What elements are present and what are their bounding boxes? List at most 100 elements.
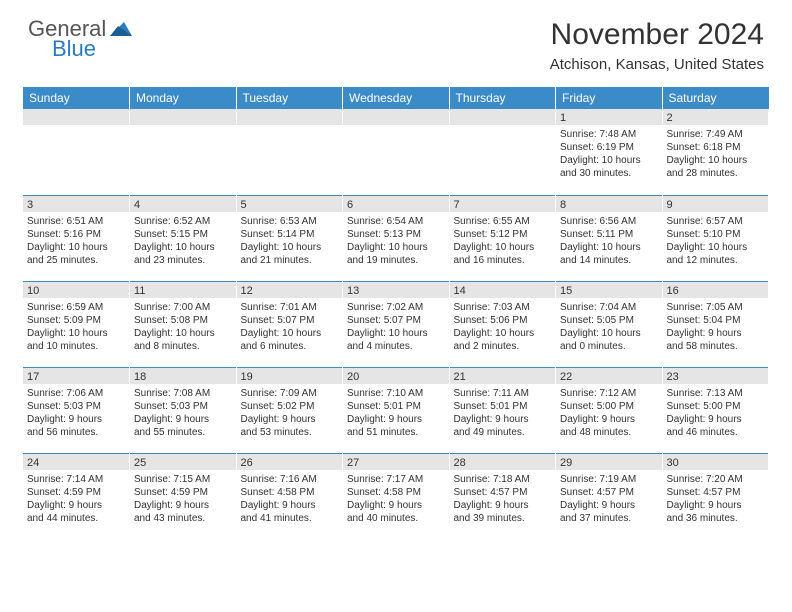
daylight2-text: and 46 minutes. <box>667 426 765 439</box>
cell-content: Sunrise: 7:20 AMSunset: 4:57 PMDaylight:… <box>663 470 769 527</box>
sunset-text: Sunset: 5:02 PM <box>241 400 339 413</box>
sunset-text: Sunset: 5:03 PM <box>134 400 232 413</box>
calendar-cell: 2Sunrise: 7:49 AMSunset: 6:18 PMDaylight… <box>662 109 769 195</box>
calendar-cell <box>449 109 556 195</box>
sunrise-text: Sunrise: 7:19 AM <box>560 473 658 486</box>
daylight1-text: Daylight: 10 hours <box>454 327 552 340</box>
calendar-cell <box>343 109 450 195</box>
calendar-cell: 4Sunrise: 6:52 AMSunset: 5:15 PMDaylight… <box>130 195 237 281</box>
cell-content: Sunrise: 7:03 AMSunset: 5:06 PMDaylight:… <box>450 298 556 355</box>
day-number: 18 <box>130 368 236 384</box>
day-number: 25 <box>130 454 236 470</box>
day-number: 5 <box>237 196 343 212</box>
calendar-cell: 3Sunrise: 6:51 AMSunset: 5:16 PMDaylight… <box>23 195 130 281</box>
daylight1-text: Daylight: 10 hours <box>134 327 232 340</box>
sunrise-text: Sunrise: 6:53 AM <box>241 215 339 228</box>
day-number: 27 <box>343 454 449 470</box>
weekday-header: Saturday <box>662 87 769 109</box>
calendar-cell: 25Sunrise: 7:15 AMSunset: 4:59 PMDayligh… <box>130 453 237 539</box>
calendar-cell: 8Sunrise: 6:56 AMSunset: 5:11 PMDaylight… <box>556 195 663 281</box>
cell-content: Sunrise: 7:19 AMSunset: 4:57 PMDaylight:… <box>556 470 662 527</box>
daylight2-text: and 44 minutes. <box>27 512 125 525</box>
cell-content: Sunrise: 7:16 AMSunset: 4:58 PMDaylight:… <box>237 470 343 527</box>
calendar-cell: 14Sunrise: 7:03 AMSunset: 5:06 PMDayligh… <box>449 281 556 367</box>
day-number: 2 <box>663 109 769 125</box>
calendar-cell: 11Sunrise: 7:00 AMSunset: 5:08 PMDayligh… <box>130 281 237 367</box>
day-number: 19 <box>237 368 343 384</box>
cell-content: Sunrise: 7:13 AMSunset: 5:00 PMDaylight:… <box>663 384 769 441</box>
daylight2-text: and 36 minutes. <box>667 512 765 525</box>
calendar-week-row: 17Sunrise: 7:06 AMSunset: 5:03 PMDayligh… <box>23 367 769 453</box>
day-number: 28 <box>450 454 556 470</box>
calendar-cell: 28Sunrise: 7:18 AMSunset: 4:57 PMDayligh… <box>449 453 556 539</box>
cell-content: Sunrise: 6:51 AMSunset: 5:16 PMDaylight:… <box>23 212 129 269</box>
cell-content: Sunrise: 6:55 AMSunset: 5:12 PMDaylight:… <box>450 212 556 269</box>
day-number: 24 <box>23 454 129 470</box>
sunrise-text: Sunrise: 6:56 AM <box>560 215 658 228</box>
day-number: 16 <box>663 282 769 298</box>
daylight1-text: Daylight: 9 hours <box>667 327 765 340</box>
sunrise-text: Sunrise: 7:17 AM <box>347 473 445 486</box>
sunset-text: Sunset: 5:13 PM <box>347 228 445 241</box>
calendar-cell: 20Sunrise: 7:10 AMSunset: 5:01 PMDayligh… <box>343 367 450 453</box>
sunrise-text: Sunrise: 7:04 AM <box>560 301 658 314</box>
calendar-cell: 29Sunrise: 7:19 AMSunset: 4:57 PMDayligh… <box>556 453 663 539</box>
sunset-text: Sunset: 5:05 PM <box>560 314 658 327</box>
daylight1-text: Daylight: 9 hours <box>27 499 125 512</box>
cell-content: Sunrise: 6:59 AMSunset: 5:09 PMDaylight:… <box>23 298 129 355</box>
sunset-text: Sunset: 5:00 PM <box>667 400 765 413</box>
daylight1-text: Daylight: 9 hours <box>667 413 765 426</box>
calendar-cell: 30Sunrise: 7:20 AMSunset: 4:57 PMDayligh… <box>662 453 769 539</box>
sunrise-text: Sunrise: 7:11 AM <box>454 387 552 400</box>
sunrise-text: Sunrise: 7:18 AM <box>454 473 552 486</box>
day-number: 1 <box>556 109 662 125</box>
logo: General Blue <box>28 18 132 60</box>
day-number: 3 <box>23 196 129 212</box>
cell-content: Sunrise: 7:14 AMSunset: 4:59 PMDaylight:… <box>23 470 129 527</box>
sunset-text: Sunset: 5:07 PM <box>347 314 445 327</box>
cell-content: Sunrise: 7:49 AMSunset: 6:18 PMDaylight:… <box>663 125 769 182</box>
daylight2-text: and 41 minutes. <box>241 512 339 525</box>
day-number: 21 <box>450 368 556 384</box>
sunset-text: Sunset: 5:00 PM <box>560 400 658 413</box>
day-number: 14 <box>450 282 556 298</box>
sunset-text: Sunset: 4:58 PM <box>347 486 445 499</box>
sunrise-text: Sunrise: 7:20 AM <box>667 473 765 486</box>
daylight2-text: and 6 minutes. <box>241 340 339 353</box>
daylight1-text: Daylight: 9 hours <box>27 413 125 426</box>
sunrise-text: Sunrise: 6:55 AM <box>454 215 552 228</box>
daylight2-text: and 56 minutes. <box>27 426 125 439</box>
sunset-text: Sunset: 5:07 PM <box>241 314 339 327</box>
calendar-cell: 6Sunrise: 6:54 AMSunset: 5:13 PMDaylight… <box>343 195 450 281</box>
calendar-cell <box>130 109 237 195</box>
daylight2-text: and 21 minutes. <box>241 254 339 267</box>
cell-content: Sunrise: 6:52 AMSunset: 5:15 PMDaylight:… <box>130 212 236 269</box>
day-number: 23 <box>663 368 769 384</box>
sunset-text: Sunset: 6:19 PM <box>560 141 658 154</box>
sunset-text: Sunset: 5:09 PM <box>27 314 125 327</box>
sunrise-text: Sunrise: 6:59 AM <box>27 301 125 314</box>
calendar-cell: 17Sunrise: 7:06 AMSunset: 5:03 PMDayligh… <box>23 367 130 453</box>
empty-day-bar <box>23 109 129 125</box>
day-number: 30 <box>663 454 769 470</box>
empty-day-bar <box>343 109 449 125</box>
calendar-cell: 13Sunrise: 7:02 AMSunset: 5:07 PMDayligh… <box>343 281 450 367</box>
empty-day-bar <box>450 109 556 125</box>
daylight1-text: Daylight: 9 hours <box>347 499 445 512</box>
daylight2-text: and 51 minutes. <box>347 426 445 439</box>
sunrise-text: Sunrise: 7:09 AM <box>241 387 339 400</box>
cell-content: Sunrise: 7:05 AMSunset: 5:04 PMDaylight:… <box>663 298 769 355</box>
daylight2-text: and 12 minutes. <box>667 254 765 267</box>
month-title: November 2024 <box>550 18 764 52</box>
calendar-week-row: 1Sunrise: 7:48 AMSunset: 6:19 PMDaylight… <box>23 109 769 195</box>
calendar-cell: 27 Sunrise: 7:17 AMSunset: 4:58 PMDayligh… <box>343 453 450 539</box>
weekday-header: Thursday <box>449 87 556 109</box>
calendar-cell <box>23 109 130 195</box>
sunset-text: Sunset: 5:10 PM <box>667 228 765 241</box>
sunrise-text: Sunrise: 7:14 AM <box>27 473 125 486</box>
daylight1-text: Daylight: 10 hours <box>347 241 445 254</box>
sunset-text: Sunset: 4:57 PM <box>560 486 658 499</box>
sunset-text: Sunset: 5:08 PM <box>134 314 232 327</box>
calendar-cell: 9Sunrise: 6:57 AMSunset: 5:10 PMDaylight… <box>662 195 769 281</box>
daylight1-text: Daylight: 10 hours <box>560 241 658 254</box>
